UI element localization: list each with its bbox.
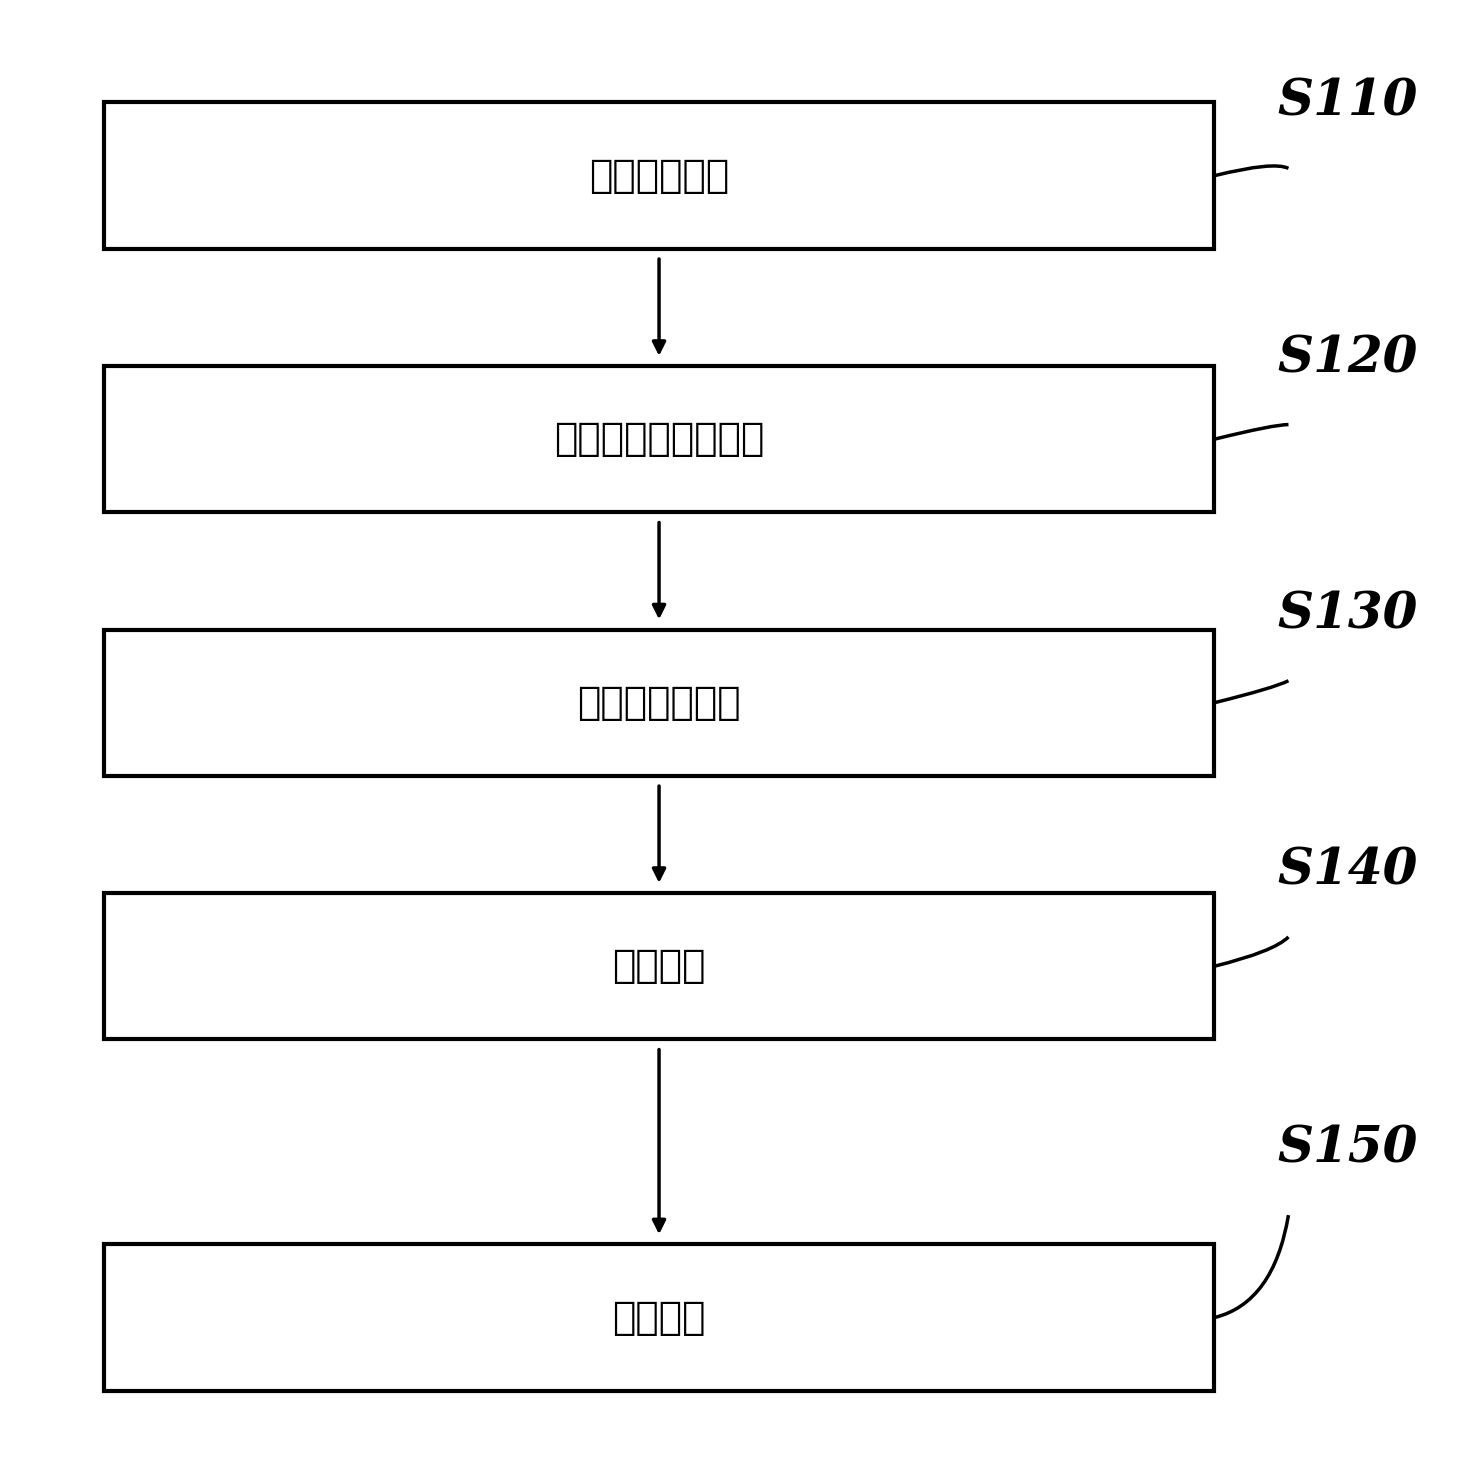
FancyBboxPatch shape [104, 630, 1214, 776]
Text: 施工变刚度群桩地基: 施工变刚度群桩地基 [554, 420, 764, 458]
FancyBboxPatch shape [104, 1244, 1214, 1391]
Text: S130: S130 [1278, 590, 1417, 640]
FancyBboxPatch shape [104, 366, 1214, 512]
Text: S120: S120 [1278, 334, 1417, 384]
Text: S110: S110 [1278, 78, 1417, 127]
FancyBboxPatch shape [104, 893, 1214, 1039]
Text: S140: S140 [1278, 846, 1417, 896]
Text: 填铺路面: 填铺路面 [612, 1299, 706, 1337]
FancyBboxPatch shape [104, 102, 1214, 249]
Text: 设置过渡地基: 设置过渡地基 [589, 157, 729, 195]
Text: 填筑路基: 填筑路基 [612, 947, 706, 985]
Text: 施工桥台桩基础: 施工桥台桩基础 [578, 684, 740, 722]
Text: S150: S150 [1278, 1124, 1417, 1174]
